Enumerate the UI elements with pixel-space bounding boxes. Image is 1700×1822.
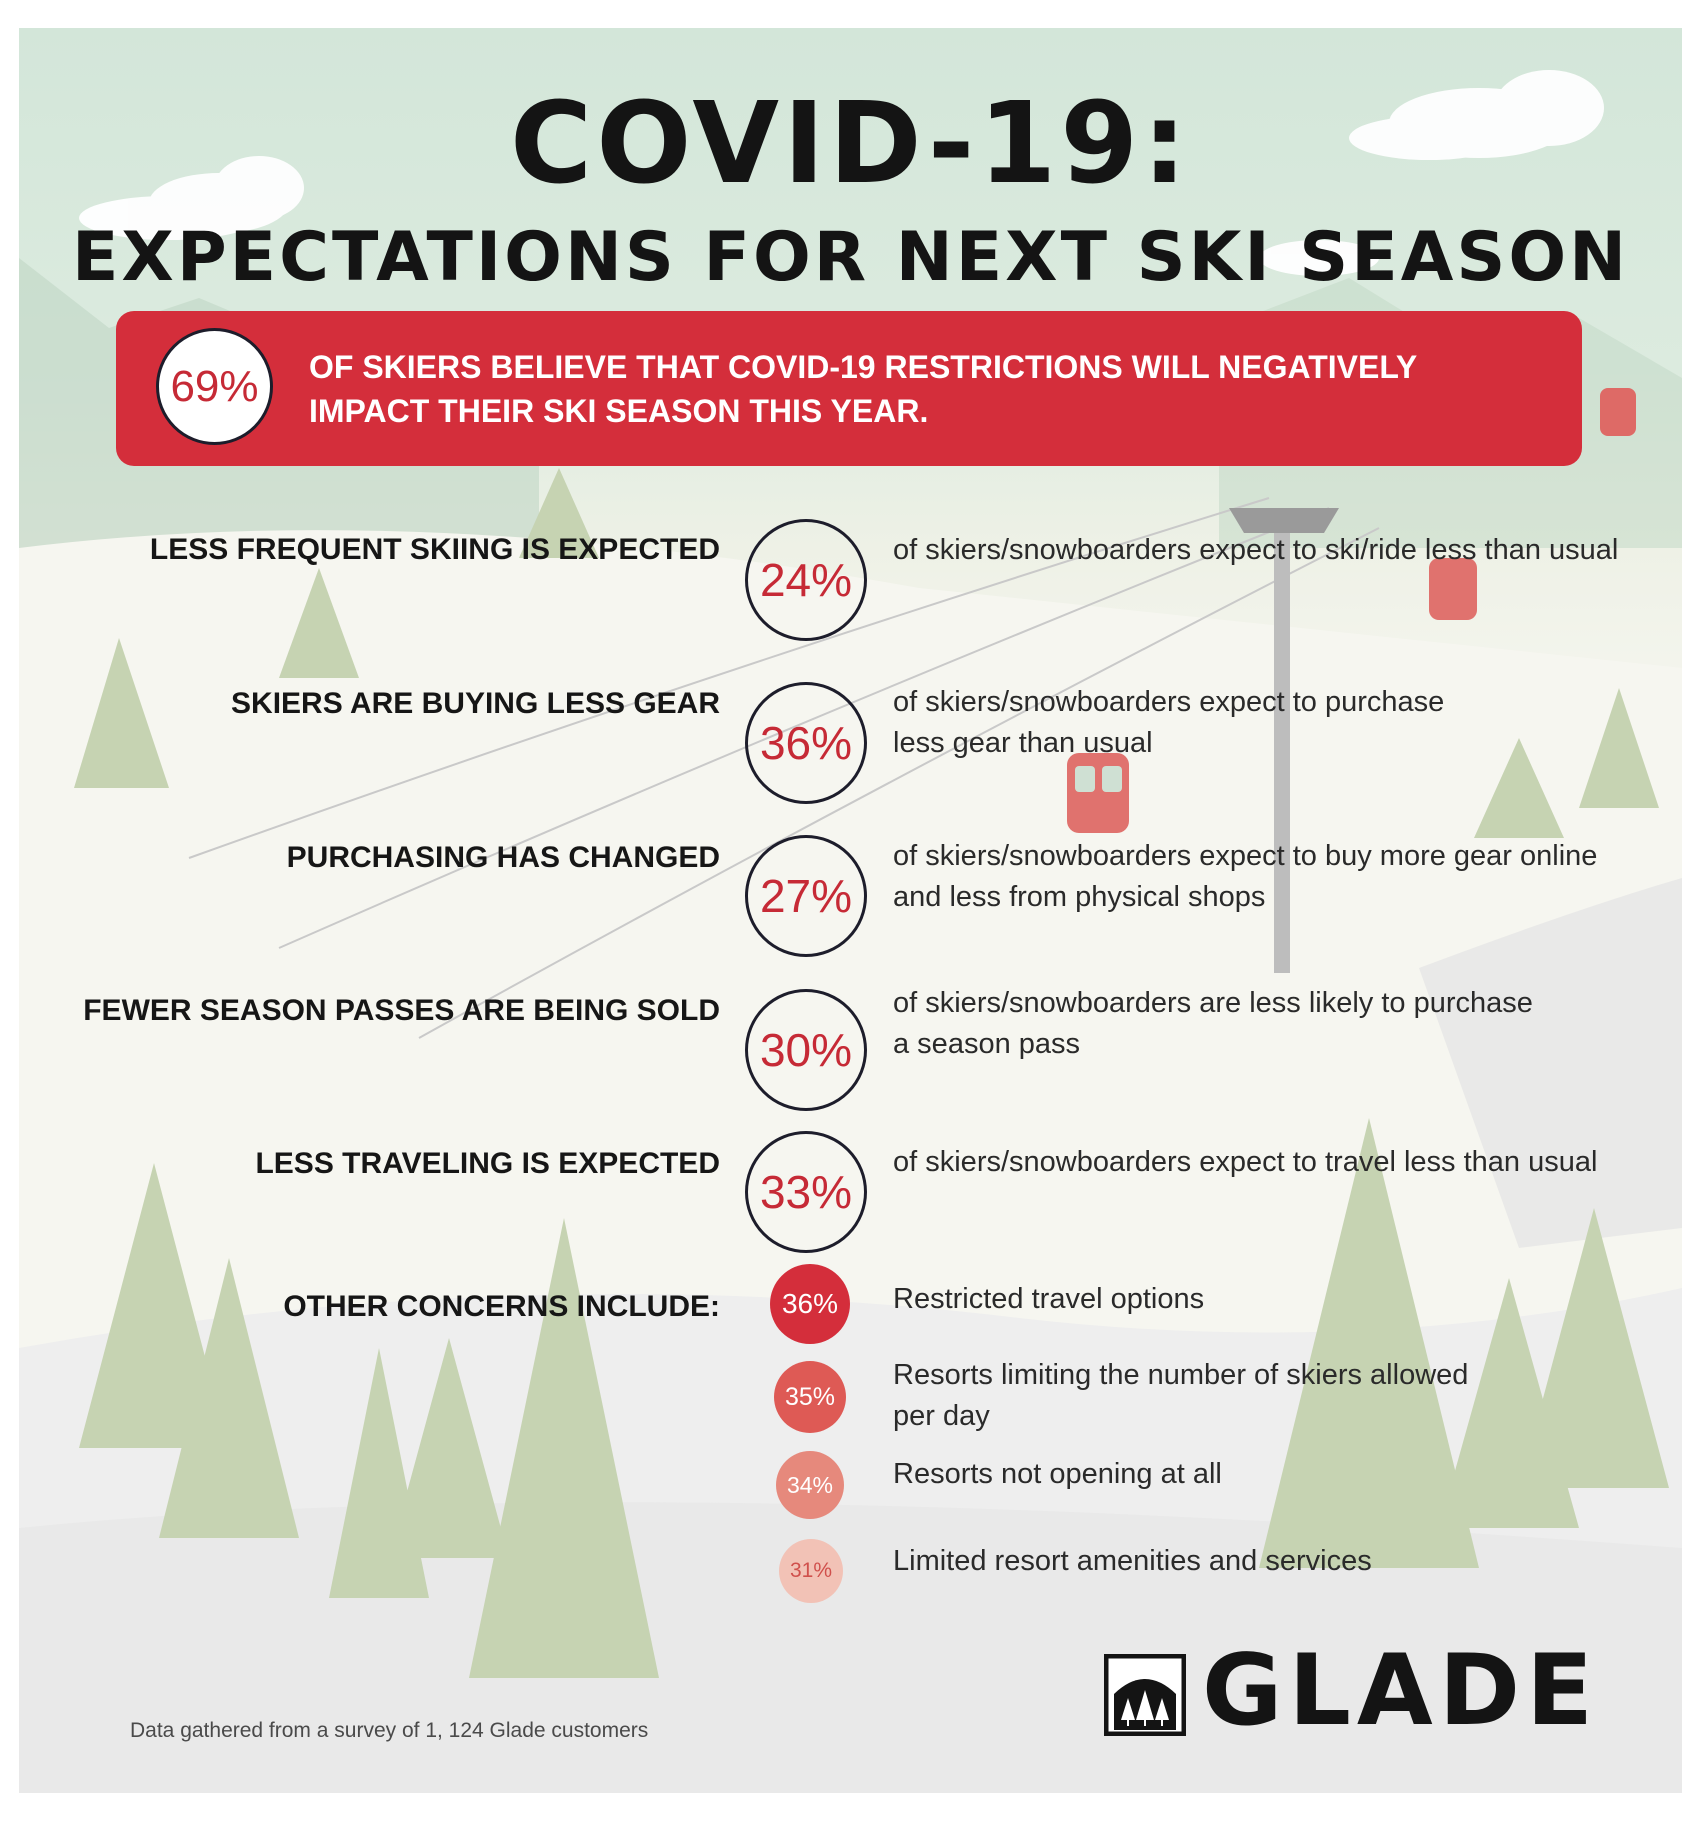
page-subtitle: EXPECTATIONS FOR NEXT SKI SEASON	[71, 218, 1630, 297]
concern-percent-badge: 36%	[770, 1264, 850, 1344]
concern-text: Resorts limiting the number of skiers al…	[893, 1359, 1469, 1432]
glade-logo: GLADE	[1104, 1642, 1614, 1740]
page-title: COVID-19:	[510, 79, 1191, 209]
headline-text: OF SKIERS BELIEVE THAT COVID-19 RESTRICT…	[309, 349, 1417, 429]
stat-label: LESS TRAVELING IS EXPECTED	[255, 1147, 720, 1180]
other-concerns-label: OTHER CONCERNS INCLUDE:	[283, 1290, 720, 1323]
headline-percent: 69%	[156, 328, 273, 445]
stat-label: FEWER SEASON PASSES ARE BEING SOLD	[83, 994, 720, 1027]
stat-percent: 24%	[745, 519, 867, 641]
footnote: Data gathered from a survey of 1, 124 Gl…	[130, 1719, 649, 1742]
stat-description: of skiers/snowboarders expect to ski/rid…	[893, 534, 1619, 566]
stat-description: of skiers/snowboarders are less likely t…	[893, 987, 1533, 1060]
stat-label: LESS FREQUENT SKIING IS EXPECTED	[149, 533, 720, 566]
stat-percent: 27%	[745, 835, 867, 957]
concern-text: Resorts not opening at all	[893, 1458, 1222, 1490]
concern-text: Restricted travel options	[893, 1283, 1205, 1315]
stat-percent: 36%	[745, 682, 867, 804]
concern-percent-badge: 31%	[779, 1539, 843, 1603]
infographic-poster: COVID-19: EXPECTATIONS FOR NEXT SKI SEAS…	[19, 28, 1682, 1793]
stat-label: PURCHASING HAS CHANGED	[286, 841, 720, 874]
concern-text: Limited resort amenities and services	[893, 1545, 1372, 1577]
stat-description: of skiers/snowboarders expect to purchas…	[893, 686, 1445, 759]
stat-description: of skiers/snowboarders expect to travel …	[893, 1146, 1598, 1178]
glade-tree-logo-icon	[1104, 1654, 1186, 1736]
concern-percent-badge: 34%	[776, 1451, 844, 1519]
headline-banner: 69% OF SKIERS BELIEVE THAT COVID-19 REST…	[116, 311, 1582, 466]
stat-percent: 30%	[745, 989, 867, 1111]
stat-label: SKIERS ARE BUYING LESS GEAR	[231, 687, 720, 720]
stat-description: of skiers/snowboarders expect to buy mor…	[893, 840, 1598, 913]
brand-name: GLADE	[1202, 1634, 1600, 1748]
concern-percent-badge: 35%	[774, 1361, 846, 1433]
stat-percent: 33%	[745, 1131, 867, 1253]
